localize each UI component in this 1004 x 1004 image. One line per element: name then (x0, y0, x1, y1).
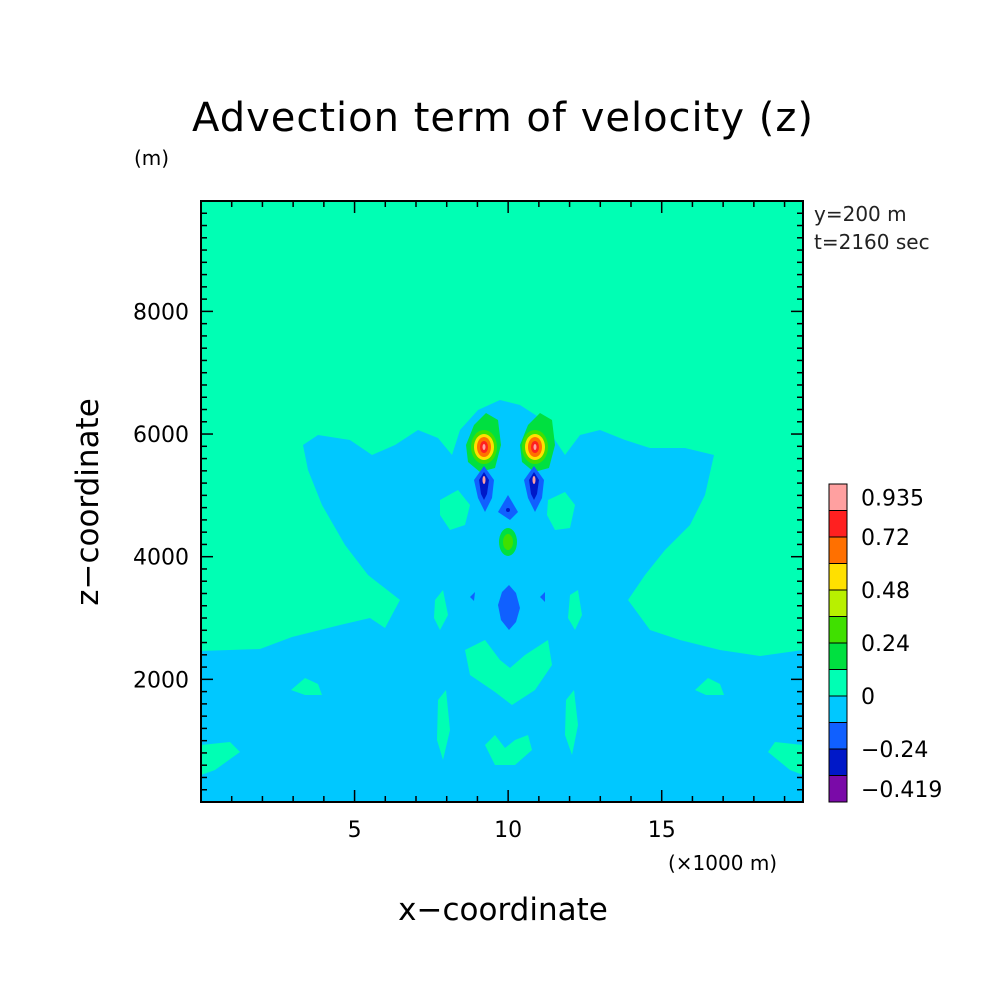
y-tick-label: 6000 (133, 423, 189, 448)
chart-title: Advection term of velocity (z) (192, 95, 814, 141)
axis-ticks (201, 201, 803, 802)
plot-area (201, 201, 803, 802)
negative-spot-left (470, 592, 475, 601)
x-tick-label: 15 (648, 818, 676, 843)
y-axis-unit: (m) (134, 146, 169, 170)
negative-spot-right (540, 592, 545, 602)
time-annotation: t=2160 sec (814, 230, 930, 254)
positive-pocket-left-low (291, 678, 322, 695)
colorbar-box (828, 589, 848, 617)
colorbar-box (828, 775, 848, 803)
y-axis-label: z−coordinate (70, 398, 106, 606)
y-tick-label: 4000 (133, 546, 189, 571)
colorbar-label: 0.935 (861, 486, 924, 511)
colorbar-box (828, 748, 848, 776)
positive-core-left-peak (482, 444, 486, 450)
colorbar-label: −0.24 (861, 738, 928, 763)
negative-core-left-spot (482, 476, 486, 484)
colorbar-box (828, 722, 848, 750)
x-tick-label: 5 (348, 818, 362, 843)
axis-tick-labels: 5 10 15 2000 4000 6000 8000 (133, 300, 676, 843)
colorbar-box (828, 642, 848, 670)
y-tick-label: 8000 (133, 300, 189, 325)
negative-core-right-inner (529, 472, 539, 500)
colorbar-box (828, 695, 848, 723)
negative-core-center-inner (506, 508, 510, 512)
colorbar (828, 483, 848, 803)
x-tick-label: 10 (494, 818, 522, 843)
positive-pocket-right-low (695, 678, 724, 695)
positive-pocket-right-lower (565, 690, 578, 755)
plot-frame (200, 200, 804, 803)
y-tick-label: 2000 (133, 668, 189, 693)
colorbar-label: 0.72 (861, 526, 910, 551)
positive-pocket-right-strip (568, 590, 582, 630)
colorbar-label: 0.24 (861, 632, 910, 657)
colorbar-label: 0 (861, 685, 875, 710)
x-axis-label: x−coordinate (398, 892, 608, 928)
colorbar-box (828, 563, 848, 591)
colorbar-label: −0.419 (861, 778, 942, 803)
positive-pocket-left-strip (434, 590, 448, 630)
positive-pocket-upper-mid (440, 490, 470, 530)
negative-core-right-spot (532, 476, 536, 484)
positive-pocket-center-v (465, 640, 552, 705)
positive-pocket-center-low (485, 735, 532, 765)
negative-core-3300 (498, 585, 520, 630)
negative-core-center (498, 495, 518, 520)
y-position-annotation: y=200 m (814, 202, 907, 226)
positive-pocket-left-edge (201, 742, 240, 775)
positive-pocket-right-edge (768, 742, 803, 775)
colorbar-box (828, 616, 848, 644)
positive-pocket-left-lower (437, 690, 450, 760)
colorbar-labels: 0.935 0.72 0.48 0.24 0 −0.24 −0.419 (861, 486, 942, 803)
colorbar-box (828, 536, 848, 564)
positive-pocket-upper-mid-right (547, 492, 575, 530)
colorbar-label: 0.48 (861, 579, 910, 604)
x-axis-unit: (×1000 m) (668, 851, 777, 875)
negative-core-left-inner (479, 472, 489, 500)
colorbar-box (828, 510, 848, 538)
positive-pocket-4300-inner (503, 534, 513, 550)
positive-core-right-peak (533, 444, 537, 450)
colorbar-box (828, 669, 848, 697)
colorbar-box (828, 483, 848, 511)
